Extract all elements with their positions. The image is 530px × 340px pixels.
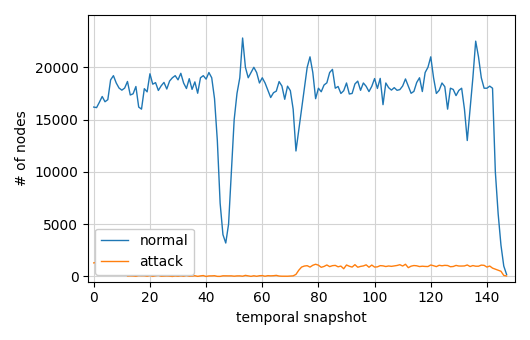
attack <box>172 274 179 278</box>
X-axis label: temporal snapshot: temporal snapshot <box>236 311 367 325</box>
Line: attack: attack <box>94 261 507 276</box>
attack <box>349 265 355 269</box>
attack <box>121 259 128 264</box>
Line: normal: normal <box>94 38 507 274</box>
normal <box>119 88 125 92</box>
normal <box>240 36 246 40</box>
attack <box>91 261 97 265</box>
attack <box>119 262 125 266</box>
attack <box>293 272 299 276</box>
attack <box>203 274 209 278</box>
attack <box>301 264 307 268</box>
normal <box>290 107 296 111</box>
normal <box>91 105 97 109</box>
Legend: normal, attack: normal, attack <box>95 229 194 275</box>
normal <box>385 86 392 90</box>
attack <box>388 264 395 268</box>
normal <box>169 76 175 80</box>
Y-axis label: # of nodes: # of nodes <box>15 110 29 186</box>
normal <box>504 272 510 276</box>
attack <box>504 274 510 278</box>
normal <box>298 107 305 111</box>
normal <box>346 92 352 96</box>
